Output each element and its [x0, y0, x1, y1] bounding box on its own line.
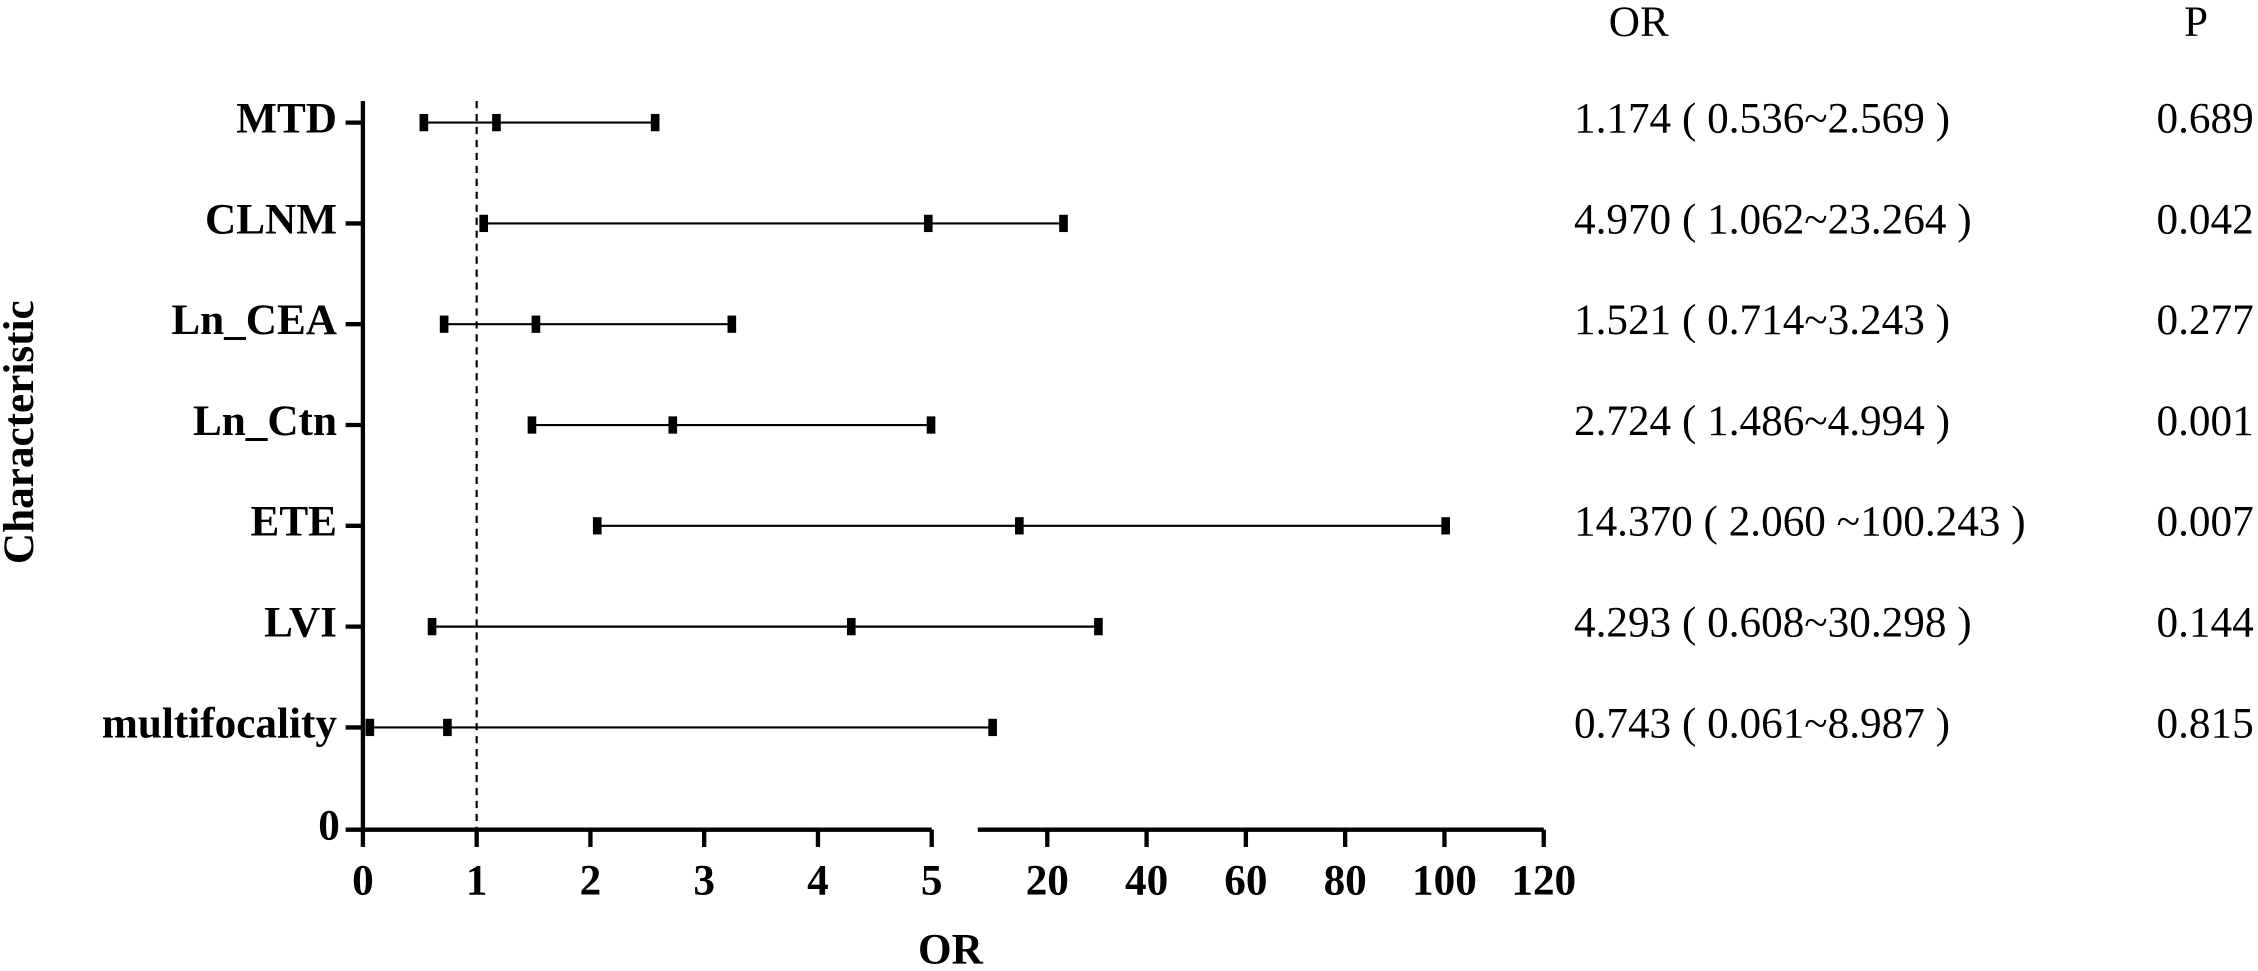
or-point: [443, 718, 452, 737]
or-label: 4.970 ( 1.062~23.264 ): [1574, 196, 1972, 243]
column-header: OR: [1609, 0, 1669, 46]
or-label: 1.174 ( 0.536~2.569 ): [1574, 96, 1950, 143]
x-tick-label: 5: [921, 857, 943, 904]
category-label: Ln_Ctn: [193, 398, 337, 445]
p-value: 0.001: [2157, 398, 2254, 445]
ci-cap: [1059, 214, 1068, 233]
category-label: MTD: [236, 96, 337, 143]
category-label: multifocality: [102, 700, 337, 747]
ci-cap: [592, 517, 602, 535]
ci-cap: [727, 315, 737, 333]
ci-cap: [926, 416, 936, 434]
p-value: 0.144: [2157, 600, 2254, 647]
or-point: [1015, 517, 1024, 535]
x-tick-label: 3: [693, 857, 715, 904]
x-tick-label: 100: [1412, 857, 1477, 904]
or-label: 1.521 ( 0.714~3.243 ): [1574, 297, 1950, 344]
or-point: [668, 416, 678, 434]
ci-cap: [365, 718, 375, 737]
category-label: Ln_CEA: [171, 297, 337, 344]
x-tick-label: 0: [352, 857, 374, 904]
y-tick-label: 0: [318, 803, 340, 850]
or-label: 0.743 ( 0.061~8.987 ): [1574, 700, 1950, 747]
ci-cap: [1094, 617, 1103, 636]
x-axis-title: OR: [918, 926, 984, 971]
or-point: [923, 214, 933, 233]
p-value: 0.815: [2157, 700, 2254, 747]
y-axis-title: Characteristic: [0, 300, 43, 564]
p-value: 0.689: [2157, 96, 2254, 143]
category-label: CLNM: [205, 196, 337, 243]
or-label: 4.293 ( 0.608~30.298 ): [1574, 600, 1972, 647]
x-tick-label: 4: [807, 857, 829, 904]
x-tick-label: 60: [1224, 857, 1267, 904]
ci-cap: [1441, 517, 1450, 535]
or-point: [531, 315, 541, 333]
category-label: LVI: [264, 600, 337, 647]
or-point: [492, 113, 501, 132]
x-tick-label: 120: [1511, 857, 1576, 904]
ci-cap: [527, 416, 537, 434]
p-value: 0.007: [2157, 499, 2254, 546]
p-value: 0.042: [2157, 196, 2254, 243]
x-tick-label: 2: [580, 857, 602, 904]
or-point: [846, 617, 856, 636]
ci-cap: [988, 718, 997, 737]
x-tick-label: 80: [1324, 857, 1367, 904]
or-label: 2.724 ( 1.486~4.994 ): [1574, 398, 1950, 445]
x-tick-label: 20: [1026, 857, 1069, 904]
ci-cap: [650, 113, 660, 132]
or-label: 14.370 ( 2.060 ~100.243 ): [1574, 499, 2026, 546]
ci-cap: [427, 617, 437, 636]
p-value: 0.277: [2157, 297, 2254, 344]
ci-cap: [439, 315, 449, 333]
ci-cap: [419, 113, 429, 132]
category-label: ETE: [251, 499, 337, 546]
ci-cap: [479, 214, 489, 233]
x-tick-label: 40: [1125, 857, 1168, 904]
x-tick-label: 1: [466, 857, 488, 904]
column-header: P: [2184, 0, 2208, 46]
